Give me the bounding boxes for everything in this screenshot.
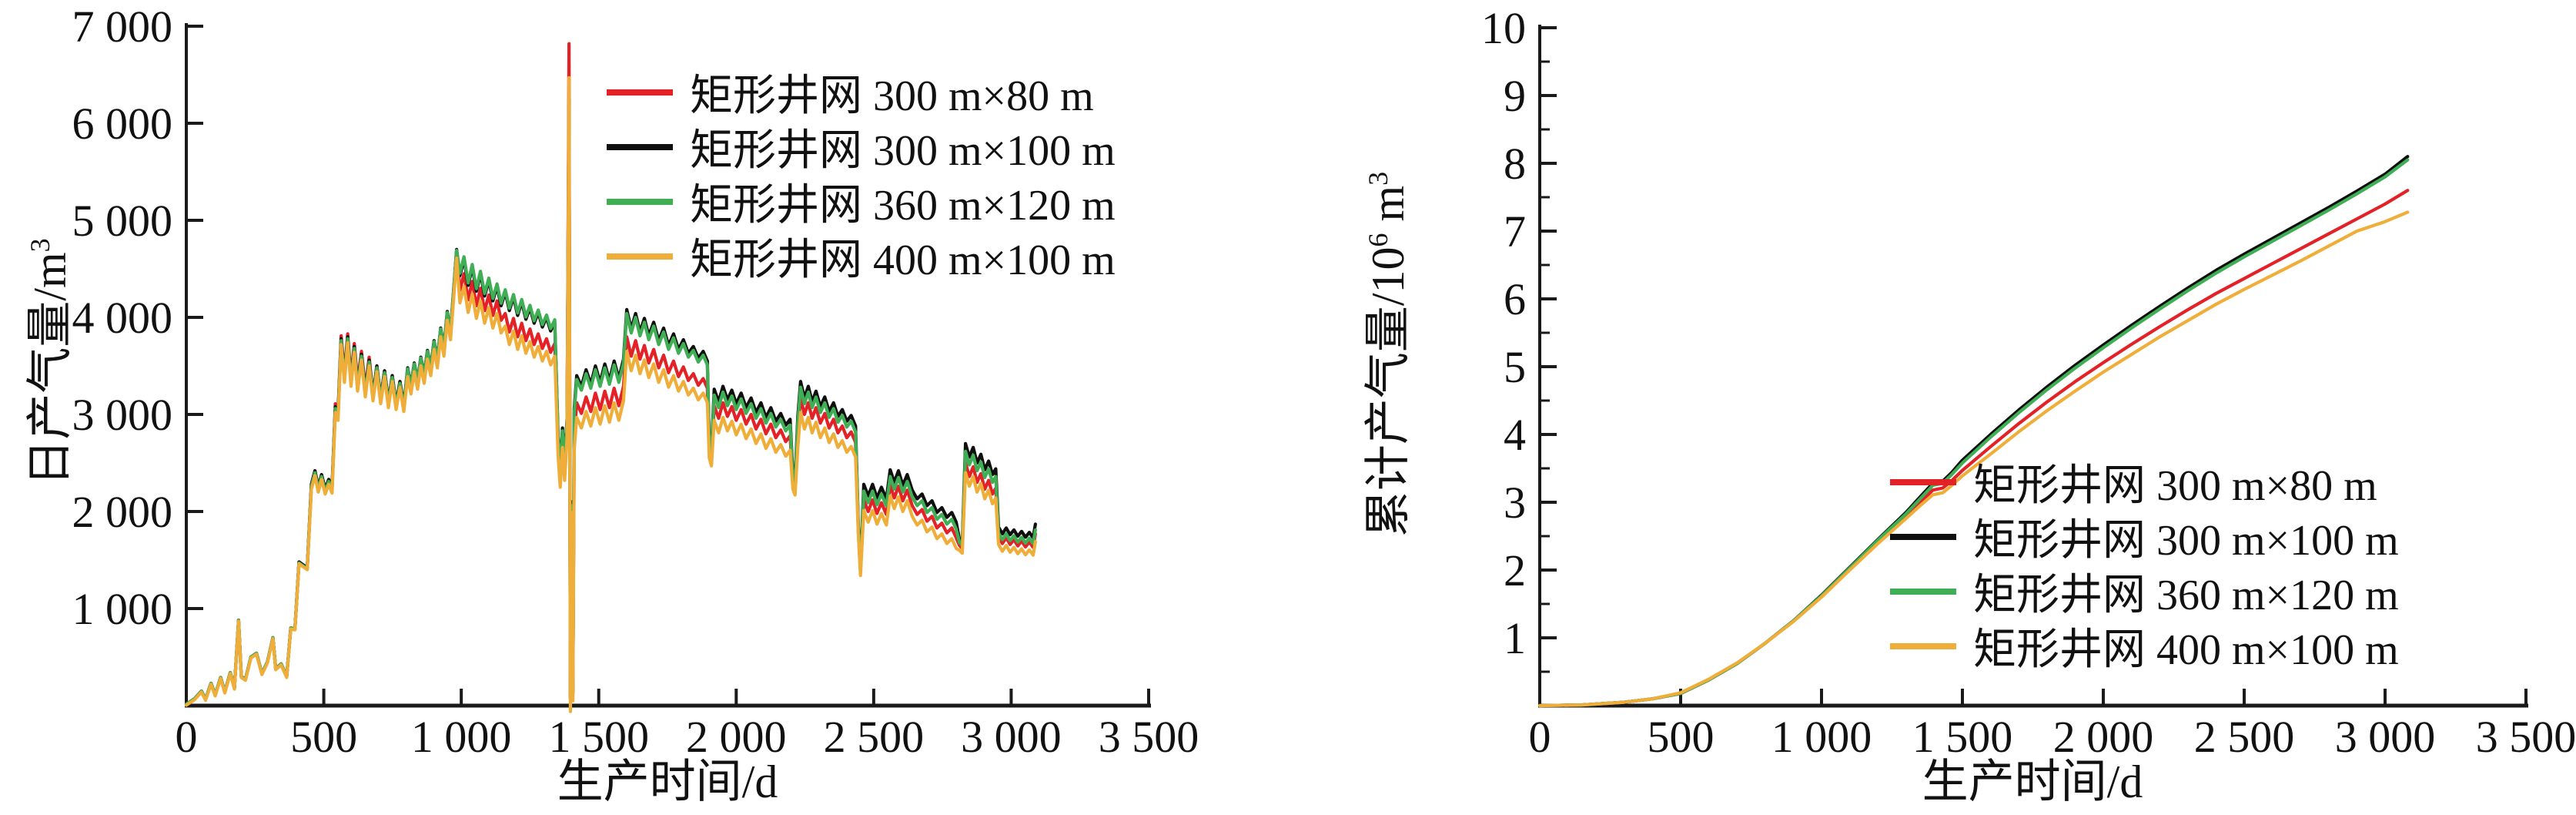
legend-swatch [1890, 533, 1956, 540]
y-tick-label: 6 000 [72, 99, 173, 149]
y-tick-label: 1 [1504, 613, 1526, 663]
y-tick-label: 3 [1504, 478, 1526, 528]
series-line-3 [184, 75, 1038, 713]
x-axis-title-cumulative: 生产时间/d [1922, 756, 2143, 807]
x-tick-label: 1 000 [1771, 712, 1872, 762]
x-tick-label: 2 500 [2194, 712, 2295, 762]
y-tick-label: 10 [1481, 3, 1526, 53]
legend-daily: 矩形井网 300 m×80 m 矩形井网 300 m×100 m 矩形井网 360 … [607, 65, 1116, 284]
label-text: 日产气量/m [25, 252, 75, 486]
legend-item: 矩形井网 360 m×120 m [1890, 564, 2399, 619]
x-tick-label: 2 000 [686, 712, 787, 762]
cumulative-production-chart: 0 500 1 000 1 500 2 000 2 500 3 000 3 500 1 2 3 4 5 6… [1288, 0, 2576, 815]
legend-label: 矩形井网 300 m×80 m [690, 72, 1094, 120]
y-tick-label: 8 [1504, 139, 1526, 189]
legend-swatch [1890, 588, 1956, 595]
legend-item: 矩形井网 300 m×80 m [607, 65, 1116, 120]
x-tick-label: 0 [1529, 712, 1551, 762]
legend-item: 矩形井网 300 m×100 m [607, 119, 1116, 175]
legend-item: 矩形井网 400 m×100 m [1890, 619, 2399, 674]
y-tick-label: 5 000 [72, 196, 173, 246]
x-tick-label: 500 [1648, 712, 1715, 762]
legend-swatch [1890, 642, 1956, 649]
legend-label: 矩形井网 300 m×100 m [690, 127, 1116, 175]
label-text: 累计产气量/10 [1363, 247, 1413, 538]
legend-item: 矩形井网 400 m×100 m [607, 229, 1116, 284]
y-tick-label: 9 [1504, 71, 1526, 121]
x-tick-label: 3 000 [961, 712, 1062, 762]
y-tick-label: 1 000 [72, 584, 173, 634]
legend-label: 矩形井网 360 m×120 m [1973, 572, 2399, 619]
x-tick-label: 1 500 [548, 712, 649, 762]
legend-item: 矩形井网 300 m×80 m [1890, 454, 2399, 510]
superscript: 6 [1363, 233, 1393, 247]
x-tick-label: 3 500 [2476, 712, 2576, 762]
series-line-3 [1537, 210, 2410, 708]
legend-swatch [607, 143, 673, 150]
legend-label: 矩形井网 360 m×120 m [690, 182, 1116, 230]
y-axis-title-cumulative: 累计产气量/106 m3 [1351, 8, 1413, 701]
label-text: m [1363, 185, 1413, 233]
x-tick-label: 2 000 [2053, 712, 2154, 762]
y-tick-label: 7 [1504, 206, 1526, 257]
y-tick-label: 5 [1504, 342, 1526, 392]
legend-label: 矩形井网 300 m×100 m [1973, 517, 2399, 565]
legend-label: 矩形井网 400 m×100 m [1973, 626, 2399, 674]
y-tick-label: 2 000 [72, 487, 173, 537]
superscript: 3 [25, 238, 55, 253]
y-tick-label: 7 000 [72, 2, 173, 52]
legend-cumulative: 矩形井网 300 m×80 m 矩形井网 300 m×100 m 矩形井网 360 … [1890, 454, 2399, 674]
x-tick-label: 3 500 [1099, 712, 1199, 762]
y-tick-label: 6 [1504, 274, 1526, 324]
x-tick-label: 1 500 [1912, 712, 2013, 762]
y-axis-title-daily: 日产气量/m3 [13, 15, 75, 709]
legend-label: 矩形井网 400 m×100 m [690, 236, 1116, 284]
legend-item: 矩形井网 360 m×120 m [607, 174, 1116, 230]
y-tick-label: 4 000 [72, 293, 173, 343]
legend-swatch [607, 198, 673, 205]
x-axis-title-daily: 生产时间/d [557, 756, 778, 807]
cumulative-production-plot: 0 500 1 000 1 500 2 000 2 500 3 000 3 500 1 2 3 4 5 6… [1481, 3, 2576, 762]
x-tick-label: 2 500 [824, 712, 925, 762]
legend-item: 矩形井网 300 m×100 m [1890, 509, 2399, 565]
x-tick-label: 1 000 [411, 712, 512, 762]
y-tick-label: 4 [1504, 410, 1526, 460]
x-tick-label: 500 [290, 712, 357, 762]
legend-label: 矩形井网 300 m×80 m [1973, 462, 2377, 510]
y-tick-label: 3 000 [72, 390, 173, 440]
superscript: 3 [1363, 171, 1393, 186]
y-tick-label: 2 [1504, 545, 1526, 595]
legend-swatch [607, 89, 673, 96]
x-tick-label: 3 000 [2335, 712, 2436, 762]
legend-swatch [607, 253, 673, 260]
legend-swatch [1890, 478, 1956, 485]
x-tick-label: 0 [176, 712, 198, 762]
daily-production-chart: 0 500 1 000 1 500 2 000 2 500 3 000 3 500 1 000 2… [13, 2, 1199, 807]
daily-production-plot: 0 500 1 000 1 500 2 000 2 500 3 000 3 500 1 000 2… [72, 2, 1199, 762]
